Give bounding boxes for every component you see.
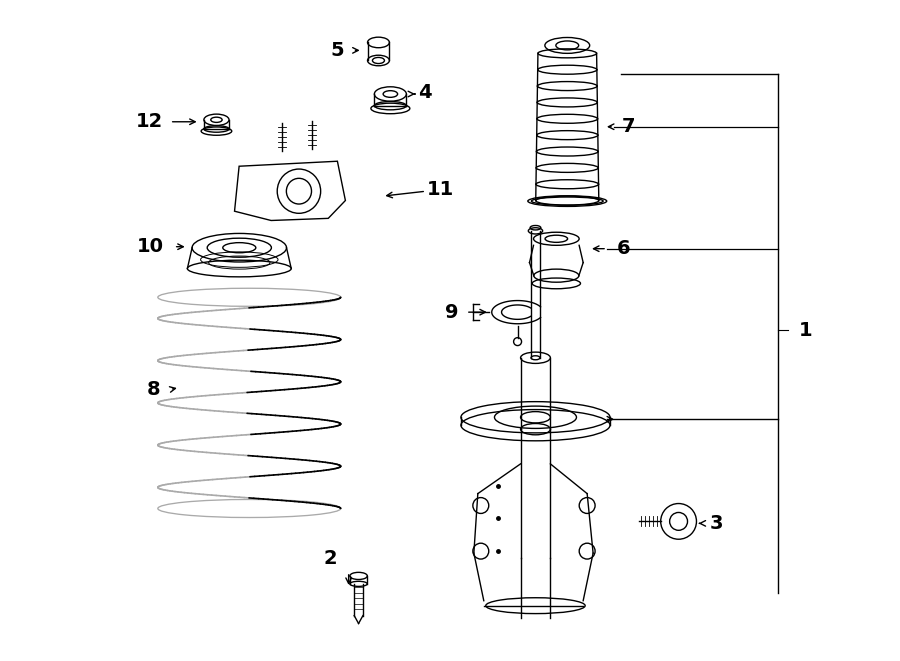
Text: 7: 7	[622, 117, 635, 136]
Text: 3: 3	[709, 514, 723, 533]
Text: 2: 2	[324, 549, 338, 568]
Text: 6: 6	[617, 239, 631, 258]
Text: 11: 11	[427, 180, 454, 199]
Text: 8: 8	[147, 380, 161, 399]
Text: 9: 9	[446, 303, 459, 322]
Text: 5: 5	[331, 41, 345, 60]
Text: 12: 12	[136, 112, 164, 132]
Text: 4: 4	[418, 83, 432, 102]
Text: 10: 10	[137, 237, 164, 256]
Text: 1: 1	[799, 321, 813, 340]
